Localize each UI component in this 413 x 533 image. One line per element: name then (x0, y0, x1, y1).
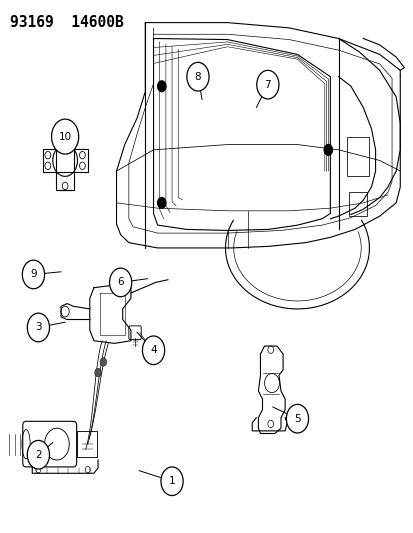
Text: 4: 4 (150, 345, 157, 356)
Text: 3: 3 (35, 322, 42, 333)
Text: 10: 10 (58, 132, 71, 142)
Circle shape (256, 70, 278, 99)
Circle shape (157, 81, 166, 92)
Circle shape (27, 440, 50, 469)
Text: 1: 1 (169, 477, 175, 486)
Circle shape (27, 313, 50, 342)
Circle shape (100, 358, 107, 366)
Text: 6: 6 (117, 277, 123, 287)
Circle shape (286, 405, 308, 433)
Circle shape (22, 260, 45, 289)
Circle shape (109, 268, 131, 297)
Circle shape (186, 62, 209, 91)
Circle shape (157, 198, 166, 208)
Text: 93169  14600B: 93169 14600B (9, 14, 123, 30)
Circle shape (161, 467, 183, 496)
Circle shape (95, 368, 101, 377)
Circle shape (323, 144, 332, 155)
Text: 2: 2 (35, 450, 42, 460)
Text: 9: 9 (30, 270, 37, 279)
Circle shape (52, 119, 78, 154)
Text: 7: 7 (264, 79, 271, 90)
Text: 8: 8 (194, 71, 201, 82)
Circle shape (142, 336, 164, 365)
Text: 5: 5 (294, 414, 300, 424)
